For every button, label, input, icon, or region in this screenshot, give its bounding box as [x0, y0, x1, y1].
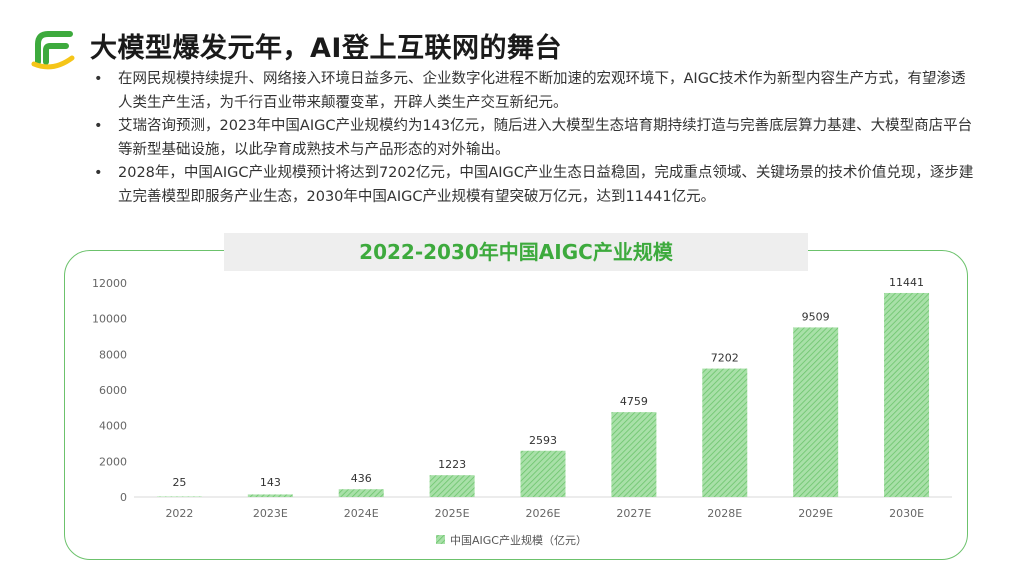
x-tick-label: 2024E: [344, 507, 379, 520]
bar: [247, 494, 293, 497]
legend-swatch: [436, 535, 445, 544]
bar: [429, 475, 475, 497]
data-label: 4759: [620, 395, 648, 408]
bar: [156, 496, 202, 497]
x-tick-label: 2029E: [798, 507, 833, 520]
bullet-list: • 在网民规模持续提升、网络接入环境日益多元、企业数字化进程不断加速的宏观环境下，…: [94, 68, 974, 209]
x-tick-label: 2025E: [435, 507, 470, 520]
data-label: 2593: [529, 434, 557, 447]
bar: [611, 412, 657, 497]
bullet-text: 2028年，中国AIGC产业规模预计将达到7202亿元，中国AIGC产业生态日益…: [118, 165, 974, 205]
page-title: 大模型爆发元年，AI登上互联网的舞台: [90, 33, 562, 64]
bar: [520, 450, 566, 497]
y-tick-label: 12000: [92, 277, 127, 290]
y-tick-label: 0: [120, 491, 127, 504]
chart-title-background: [224, 233, 808, 271]
y-tick-label: 10000: [92, 313, 127, 326]
y-tick-label: 6000: [99, 384, 127, 397]
x-tick-label: 2026E: [526, 507, 561, 520]
bullet-item: • 艾瑞咨询预测，2023年中国AIGC产业规模约为143亿元，随后进入大模型生态…: [94, 115, 974, 162]
data-label: 25: [172, 476, 186, 489]
y-tick-label: 2000: [99, 455, 127, 468]
y-tick-label: 4000: [99, 420, 127, 433]
y-tick-label: 8000: [99, 348, 127, 361]
bullet-item: • 在网民规模持续提升、网络接入环境日益多元、企业数字化进程不断加速的宏观环境下，…: [94, 68, 974, 115]
data-label: 436: [351, 472, 372, 485]
company-logo: [31, 31, 75, 70]
data-label: 11441: [889, 276, 924, 289]
bar: [793, 327, 839, 497]
data-label: 7202: [711, 352, 739, 365]
bullet-text: 在网民规模持续提升、网络接入环境日益多元、企业数字化进程不断加速的宏观环境下，A…: [118, 71, 966, 111]
bar: [338, 489, 384, 497]
data-label: 9509: [802, 310, 830, 323]
bar: [884, 292, 930, 497]
chart-title: 2022-2030年中国AIGC产业规模: [359, 240, 673, 264]
legend-label: 中国AIGC产业规模（亿元）: [450, 533, 587, 547]
x-tick-label: 2023E: [253, 507, 288, 520]
bar: [702, 368, 748, 497]
x-tick-label: 2027E: [616, 507, 651, 520]
bullet-item: • 2028年，中国AIGC产业规模预计将达到7202亿元，中国AIGC产业生态日…: [94, 162, 974, 209]
x-tick-label: 2028E: [707, 507, 742, 520]
data-label: 1223: [438, 458, 466, 471]
bullet-dot: •: [94, 165, 103, 181]
bullet-text: 艾瑞咨询预测，2023年中国AIGC产业规模约为143亿元，随后进入大模型生态培…: [118, 118, 973, 158]
data-label: 143: [260, 476, 281, 489]
bullet-dot: •: [94, 71, 103, 87]
bullet-dot: •: [94, 118, 103, 134]
x-tick-label: 2022: [165, 507, 193, 520]
x-tick-label: 2030E: [889, 507, 924, 520]
